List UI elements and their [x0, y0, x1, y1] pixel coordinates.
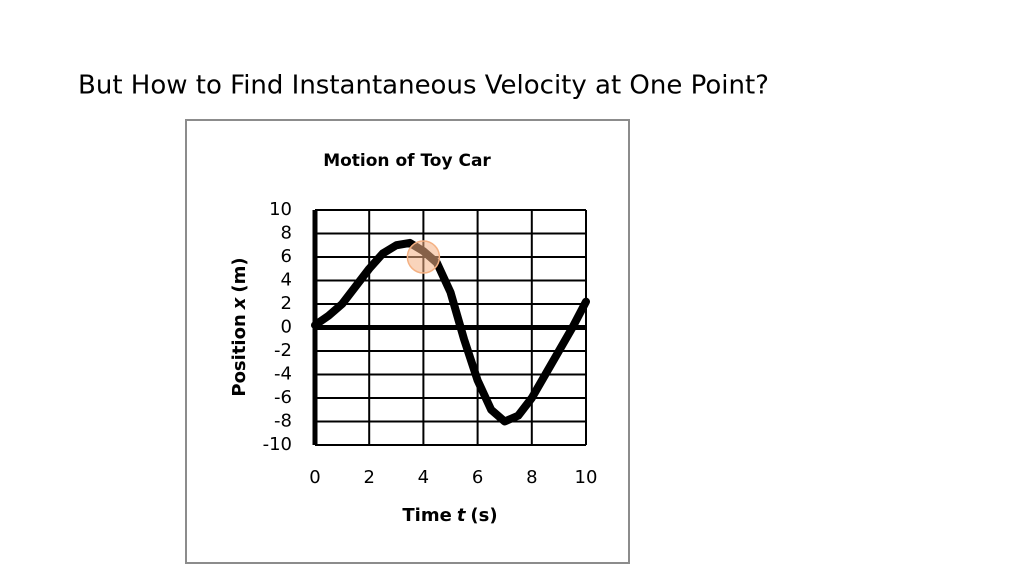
x-axis-label: Time t (s)	[402, 505, 497, 526]
y-axis-label: Position x (m)	[229, 257, 250, 396]
slide-title: But How to Find Instantaneous Velocity a…	[78, 71, 769, 101]
label-part: t	[457, 505, 467, 526]
label-part: (m)	[229, 257, 250, 292]
x-tick-label: 2	[363, 467, 374, 488]
y-tick-label: 10	[269, 199, 292, 220]
x-tick-label: 10	[575, 467, 598, 488]
data-line	[311, 238, 590, 426]
label-part: x	[229, 296, 250, 310]
chart-title: Motion of Toy Car	[323, 151, 491, 171]
y-tick-label: 2	[281, 293, 292, 314]
y-tick-label: 6	[281, 246, 292, 267]
y-tick-label: 8	[281, 223, 292, 244]
x-tick-label: 6	[472, 467, 483, 488]
label-part: (s)	[470, 505, 497, 526]
y-tick-label: 0	[281, 317, 292, 338]
x-tick-label: 0	[309, 467, 320, 488]
label-part: Position	[229, 314, 250, 396]
x-tick-label: 8	[526, 467, 537, 488]
highlight-point	[406, 240, 441, 274]
y-tick-label: -6	[274, 387, 292, 408]
chart-frame	[185, 119, 630, 564]
y-tick-label: -8	[274, 411, 292, 432]
y-tick-label: 4	[281, 270, 292, 291]
y-tick-label: -4	[274, 364, 292, 385]
y-tick-label: -2	[274, 340, 292, 361]
x-tick-label: 4	[418, 467, 429, 488]
label-part: Time	[402, 505, 451, 526]
y-tick-label: -10	[263, 434, 292, 455]
